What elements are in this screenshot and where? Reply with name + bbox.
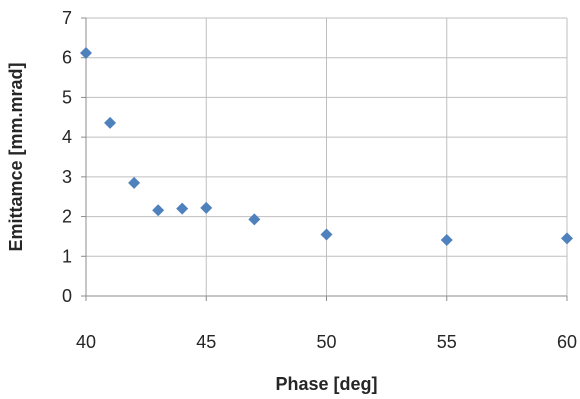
x-tick-label: 60 (557, 332, 577, 352)
data-point (152, 204, 165, 217)
x-tick-label: 55 (437, 332, 457, 352)
data-points (80, 46, 573, 247)
y-tick-label: 3 (62, 167, 72, 187)
y-tick-label: 1 (62, 246, 72, 266)
data-point (200, 201, 213, 214)
x-tick-labels: 40 45 50 55 60 (76, 332, 577, 352)
y-tick-label: 4 (62, 127, 72, 147)
y-tick-label: 2 (62, 207, 72, 227)
y-tick-label: 6 (62, 48, 72, 68)
y-tick-labels: 0 1 2 3 4 5 6 7 (62, 8, 72, 306)
y-axis-title: Emittamce [mm.mrad] (6, 62, 26, 251)
data-point (248, 213, 261, 226)
x-tick-label: 45 (196, 332, 216, 352)
y-tick-label: 7 (62, 8, 72, 28)
data-point (104, 116, 117, 129)
x-tick-label: 40 (76, 332, 96, 352)
data-point (176, 202, 189, 215)
y-tick-label: 0 (62, 286, 72, 306)
data-point (320, 228, 333, 241)
y-tick-label: 5 (62, 87, 72, 107)
x-tick-label: 50 (316, 332, 336, 352)
x-axis-title: Phase [deg] (275, 374, 377, 394)
data-point (440, 234, 453, 247)
data-point (128, 176, 141, 189)
grid (86, 17, 568, 296)
axes (81, 17, 568, 301)
data-point (561, 232, 573, 245)
data-point (80, 46, 92, 59)
